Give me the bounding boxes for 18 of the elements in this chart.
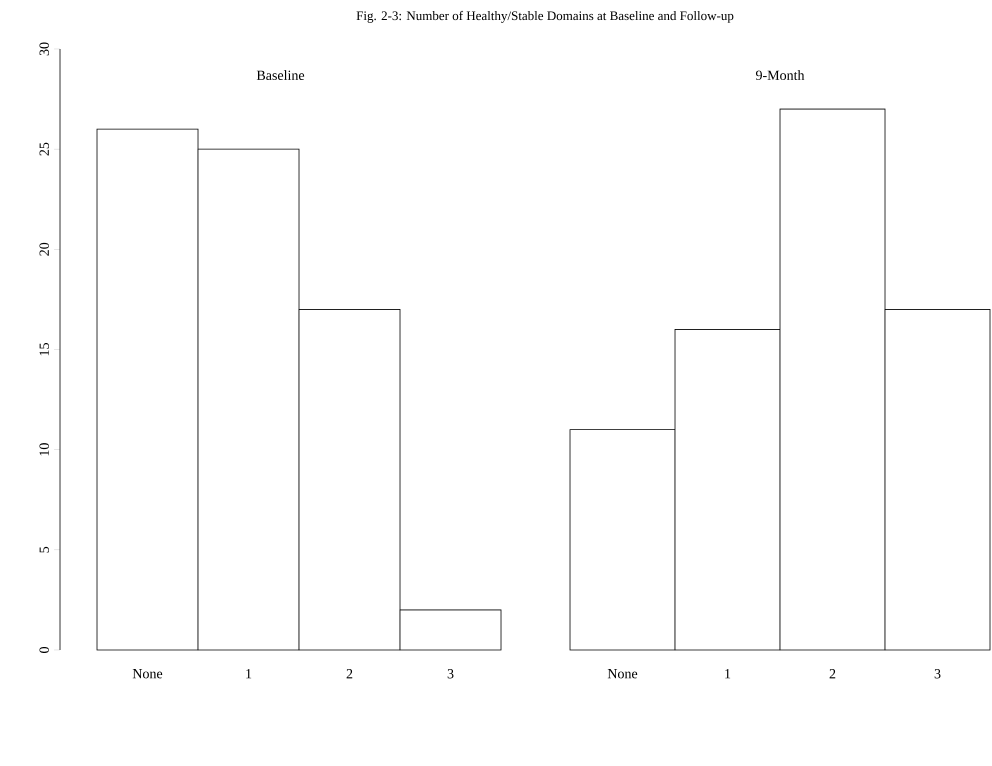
x-tick-label: 2 xyxy=(830,669,836,678)
y-tick-label: 30 xyxy=(39,42,49,56)
x-tick-label: None xyxy=(608,669,638,678)
x-tick-label: 1 xyxy=(725,669,730,678)
y-tick-label: 25 xyxy=(40,142,49,156)
y-tick-label: 10 xyxy=(39,443,49,456)
y-tick-label: 20 xyxy=(39,242,49,256)
text: Fig. 2-3: Number of Healthy/Stable Domains at Baseline and Follow-up xyxy=(356,10,734,23)
text: Baseline xyxy=(256,70,304,80)
x-tick-label: 3 xyxy=(934,669,940,678)
x-tick-label: None xyxy=(132,669,162,678)
y-tick-label: 5 xyxy=(40,546,49,553)
y-tick-label: 0 xyxy=(39,647,49,653)
y-tick-label: 15 xyxy=(40,343,49,356)
x-tick-label: 1 xyxy=(246,669,252,678)
x-tick-label: 3 xyxy=(448,669,454,678)
x-tick-label: 2 xyxy=(346,669,352,678)
text: 9-Month xyxy=(756,70,804,80)
